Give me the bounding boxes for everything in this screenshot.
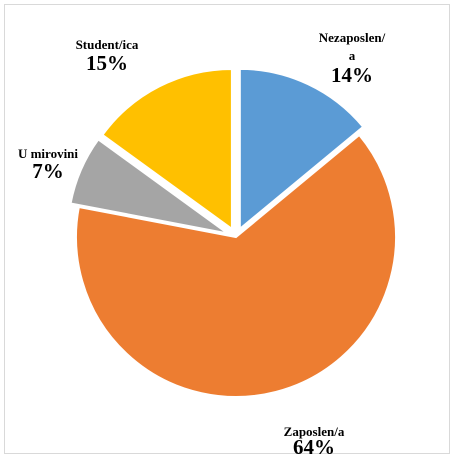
slice-name-nezaposlen-line1: Nezaposlen/ [319, 30, 386, 45]
slice-name-zaposlen: Zaposlen/a [284, 424, 345, 439]
slice-label-student: Student/ica 15% [76, 37, 139, 75]
pie-slice-zaposlen [75, 133, 397, 398]
slice-percent-student: 15% [86, 51, 128, 75]
slice-percent-zaposlen: 64% [293, 435, 335, 458]
pie-slice-nezaposlen [238, 67, 365, 231]
pie-slice-umirovini [69, 137, 229, 235]
slice-label-nezaposlen: Nezaposlen/ a 14% [319, 30, 386, 87]
slice-percent-nezaposlen: 14% [331, 63, 373, 87]
slice-name-nezaposlen-line2: a [349, 48, 356, 63]
slice-name-student: Student/ica [76, 37, 139, 52]
pie-slices [69, 67, 397, 398]
slice-name-umirovini: U mirovini [18, 146, 78, 161]
pie-slice-student [101, 67, 233, 231]
slice-percent-umirovini: 7% [32, 159, 64, 183]
slice-label-zaposlen: Zaposlen/a 64% [284, 424, 345, 458]
slice-label-umirovini: U mirovini 7% [18, 146, 78, 183]
